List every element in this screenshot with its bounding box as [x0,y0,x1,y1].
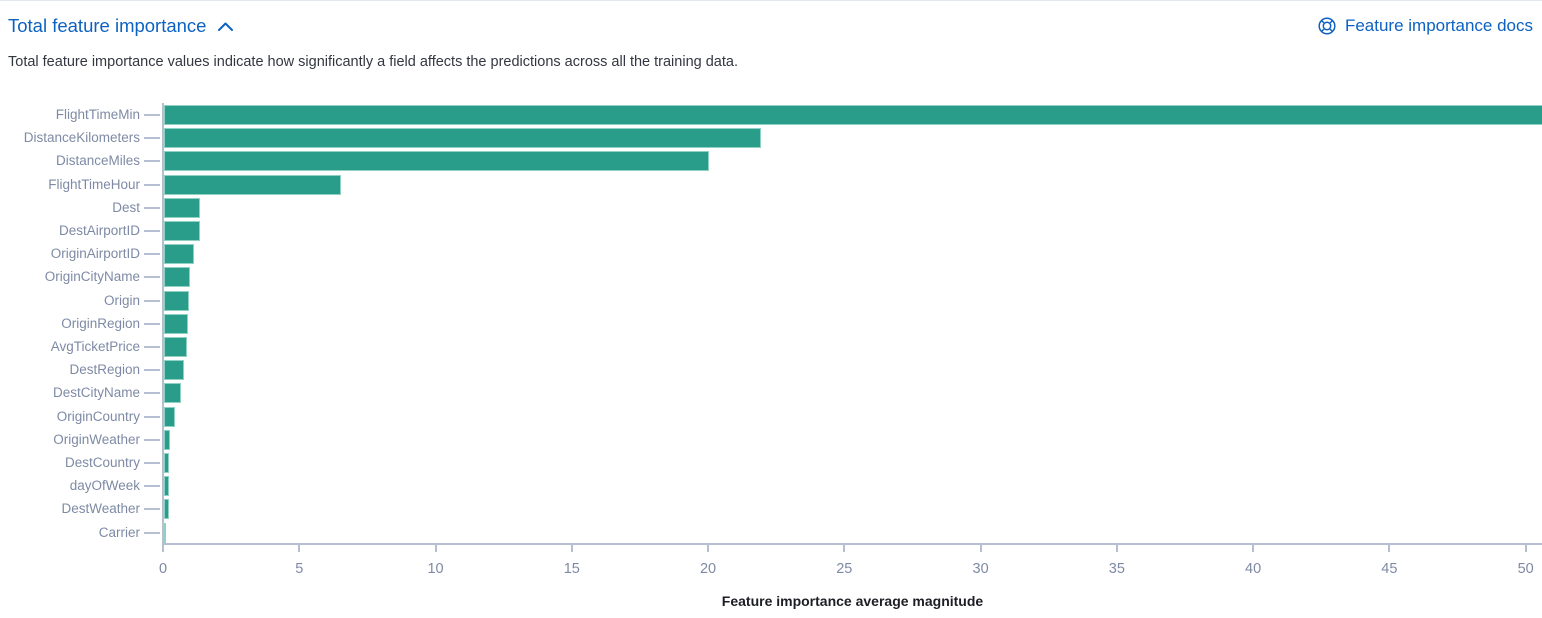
x-axis-tick-label: 0 [158,561,168,577]
x-axis-tick-label: 30 [972,561,989,577]
y-axis-line [162,103,164,545]
bar[interactable] [164,453,169,473]
bar[interactable] [164,151,709,172]
docs-link-label: Feature importance docs [1344,16,1533,35]
x-axis-tick-label: 10 [427,561,444,577]
x-axis-tick-label: 15 [563,561,580,577]
x-axis-tick [162,543,164,552]
bar[interactable] [164,476,169,497]
feature-importance-bar-chart: Feature importance average magnitude Fli… [0,96,1542,618]
bar[interactable] [164,406,175,427]
life-ring-help-icon [1317,16,1337,36]
x-axis-title: Feature importance average magnitude [721,593,984,609]
y-axis-tick [144,253,160,256]
bar[interactable] [164,313,188,334]
y-axis-label: FlightTimeMin [55,107,140,122]
y-axis-tick [144,276,160,279]
bar[interactable] [164,221,200,241]
y-axis-tick [144,508,160,511]
bar[interactable] [164,244,194,265]
x-axis-tick-label: 50 [1517,561,1534,577]
y-axis-tick [144,183,160,186]
y-axis-label: Carrier [98,524,140,540]
y-axis-label: DestWeather [61,501,140,517]
feature-importance-docs-link[interactable]: Feature importance docs [1317,14,1533,38]
bar[interactable] [164,383,181,404]
x-axis-tick [1388,543,1391,552]
y-axis-tick [144,160,160,163]
bar[interactable] [164,105,1542,125]
y-axis-label: DestCityName [52,385,140,401]
y-axis-tick [144,485,160,488]
x-axis-tick [1524,543,1527,552]
y-axis-tick [144,531,160,534]
y-axis-label: Origin [103,292,140,308]
y-axis-tick [144,114,160,116]
x-axis-tick [843,543,846,552]
x-axis-tick [570,543,573,552]
chevron-up-icon [217,21,234,32]
bar[interactable] [164,197,200,218]
y-axis-tick [144,206,160,209]
y-axis-tick [144,230,160,232]
y-axis-tick [144,369,160,372]
x-axis-tick-label: 45 [1381,561,1398,577]
x-axis-tick [979,543,982,552]
bar[interactable] [164,337,187,357]
bar[interactable] [164,360,184,381]
x-axis-line [162,543,1542,545]
y-axis-label: OriginCountry [56,408,140,424]
panel-description: Total feature importance values indicate… [8,54,738,70]
y-axis-label: DestRegion [69,362,140,378]
y-axis-label: dayOfWeek [69,478,140,494]
bar[interactable] [164,128,761,149]
y-axis-label: OriginAirportID [50,246,140,262]
y-axis-label: DistanceKilometers [23,130,140,146]
x-axis-tick-label: 40 [1245,561,1262,577]
x-axis-tick-label: 20 [699,561,717,577]
y-axis-tick [144,322,160,325]
x-axis-tick [1252,543,1255,552]
y-axis-label: DistanceMiles [55,153,140,169]
y-axis-label: AvgTicketPrice [50,339,140,354]
x-axis-tick [707,543,710,552]
y-axis-tick [144,299,160,302]
y-axis-tick [144,137,160,140]
x-axis-tick-label: 35 [1108,561,1125,577]
y-axis-tick [144,392,160,395]
section-title-toggle[interactable]: Total feature importance [8,14,234,38]
y-axis-label: FlightTimeHour [48,176,140,192]
y-axis-tick [144,462,160,464]
x-axis-tick [434,543,437,552]
y-axis-label: DestCountry [64,455,140,470]
bar[interactable] [164,174,341,195]
y-axis-label: OriginWeather [53,431,140,447]
y-axis-label: OriginRegion [61,315,140,331]
y-axis-tick [144,415,160,418]
bar[interactable] [164,290,189,311]
y-axis-label: Dest [112,199,140,215]
bar[interactable] [164,267,190,288]
x-axis-tick-label: 5 [295,561,304,577]
y-axis-tick [144,346,160,348]
x-axis-tick [298,543,301,552]
bar[interactable] [164,429,170,450]
x-axis-tick [1115,543,1118,552]
y-axis-label: OriginCityName [44,269,140,285]
y-axis-tick [144,438,160,441]
bar[interactable] [164,522,166,543]
bar[interactable] [164,499,169,520]
y-axis-label: DestAirportID [58,223,140,238]
x-axis-tick-label: 25 [836,561,853,577]
section-title: Total feature importance [8,15,207,36]
